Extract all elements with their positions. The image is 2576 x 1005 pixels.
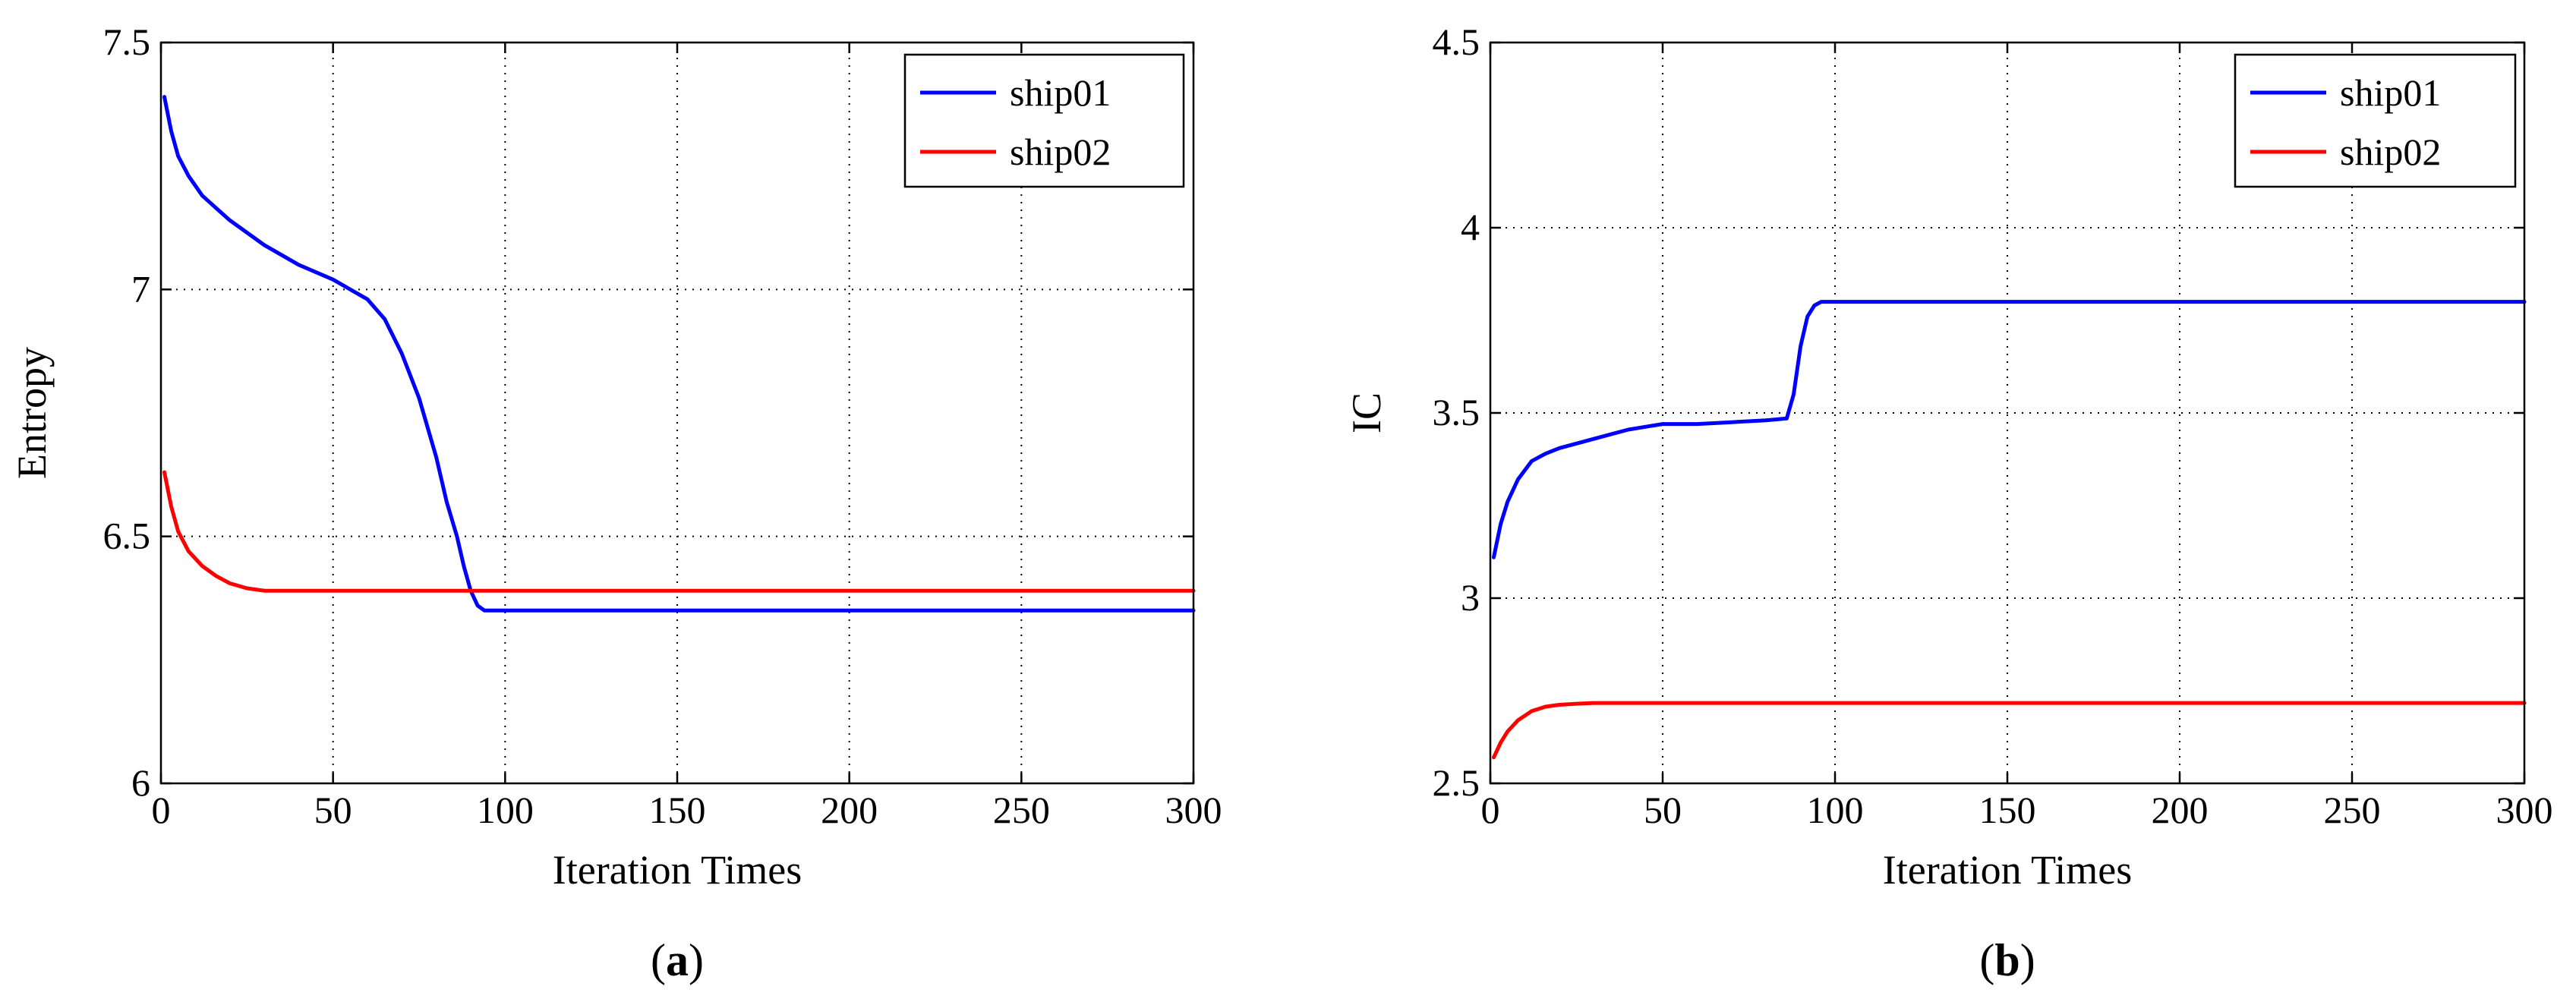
- x-tick-label: 100: [1807, 789, 1864, 831]
- x-tick-label: 50: [1644, 789, 1682, 831]
- subfigure-caption: (b): [1979, 935, 2035, 985]
- legend-box: [903, 53, 1185, 188]
- chart-a: 0 50 100 150 200 250 300 6 6.5 7 7.5 Iteration Time…: [9, 20, 1222, 985]
- series-line-ship01: [1492, 300, 2527, 559]
- x-tick-label: 100: [477, 789, 534, 831]
- x-tick-label: 300: [1165, 789, 1222, 831]
- caption-open-paren: (: [1979, 935, 1994, 985]
- x-tick-label: 250: [993, 789, 1050, 831]
- legend-label-ship02: ship02: [2340, 131, 2441, 173]
- caption-letter: b: [1994, 935, 2019, 985]
- x-tick-label: 0: [1481, 789, 1500, 831]
- x-tick-label: 150: [1979, 789, 2036, 831]
- y-tick-label: 3: [1461, 576, 1480, 619]
- series-line-ship01: [162, 95, 1196, 613]
- caption-letter: a: [666, 935, 689, 985]
- x-axis-label: Iteration Times: [553, 847, 802, 893]
- series-line-ship02: [162, 470, 1196, 593]
- caption-open-paren: (: [651, 935, 666, 985]
- legend-label-ship01: ship01: [1010, 71, 1111, 114]
- legend-label-ship02: ship02: [1010, 131, 1111, 173]
- x-tick-label: 300: [2496, 789, 2553, 831]
- y-tick-label: 6: [131, 761, 150, 804]
- x-tick-label: 150: [649, 789, 706, 831]
- y-tick-label: 7.5: [103, 20, 151, 63]
- x-tick-label: 250: [2324, 789, 2381, 831]
- y-tick-label: 7: [131, 267, 150, 310]
- caption-close-paren: ): [689, 935, 704, 985]
- y-axis-label: IC: [1344, 392, 1389, 433]
- series-line-ship02: [1492, 701, 2527, 760]
- caption-close-paren: ): [2020, 935, 2035, 985]
- y-tick-label: 6.5: [103, 515, 151, 557]
- y-tick-label: 4.5: [1433, 20, 1480, 63]
- x-tick-label: 200: [2152, 789, 2209, 831]
- x-tick-label: 0: [152, 789, 171, 831]
- legend-box: [2234, 53, 2517, 188]
- subfigure-caption: (a): [651, 935, 704, 985]
- y-axis-label: Entropy: [9, 347, 55, 479]
- x-axis-label: Iteration Times: [1883, 847, 2133, 893]
- legend-label-ship01: ship01: [2340, 71, 2441, 114]
- chart-b: 0 50 100 150 200 250 300 2.5 3 3.5 4 4.5 Iteration T…: [1344, 20, 2553, 985]
- y-tick-label: 3.5: [1433, 391, 1480, 433]
- y-tick-label: 4: [1461, 206, 1480, 248]
- y-tick-label: 2.5: [1433, 761, 1480, 804]
- x-tick-label: 50: [314, 789, 352, 831]
- x-tick-label: 200: [821, 789, 878, 831]
